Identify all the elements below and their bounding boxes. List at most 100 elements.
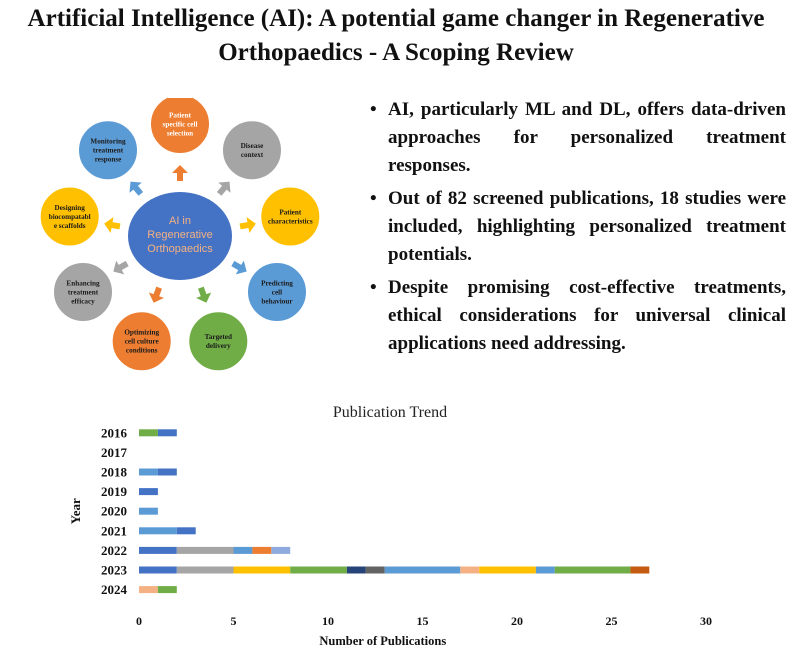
bar-segment <box>139 566 177 574</box>
title-line-1: Artificial Intelligence (AI): A potentia… <box>27 5 765 32</box>
bullet-item: • Out of 82 screened publications, 18 stu… <box>368 185 786 269</box>
x-axis-label: Number of Publications <box>319 634 446 648</box>
y-tick-label: 2024 <box>101 582 128 597</box>
center-hub-label: AI in <box>169 215 191 227</box>
diagram-node-label: Patient <box>279 209 302 217</box>
diagram-node-label: efficacy <box>71 298 95 306</box>
diagram-node <box>187 310 250 373</box>
bar-segment <box>176 527 196 535</box>
y-axis-label: Year <box>68 498 83 524</box>
page-title: Artificial Intelligence (AI): A potentia… <box>0 2 792 70</box>
bar-segment <box>365 566 385 574</box>
bar-segment <box>157 468 177 476</box>
bar-segment <box>535 566 555 574</box>
bullet-dot: • <box>370 188 377 209</box>
x-tick-label: 15 <box>417 614 429 628</box>
bullet-item: • Despite promising cost-effective treatm… <box>368 274 786 358</box>
arrow-icon <box>239 217 256 233</box>
bar-segment <box>630 566 650 574</box>
y-tick-label: 2023 <box>101 563 128 578</box>
bar-segment <box>479 566 536 574</box>
y-tick-label: 2017 <box>101 445 128 460</box>
bar-segment <box>139 586 158 594</box>
bar-segment <box>233 566 291 574</box>
arrow-icon <box>113 260 129 275</box>
x-tick-label: 20 <box>511 614 523 628</box>
diagram-node-label: Optimizing <box>124 329 159 337</box>
arrow-icon <box>148 286 164 303</box>
bullet-dot: • <box>370 99 377 120</box>
y-tick-label: 2020 <box>101 504 127 519</box>
bar-segment <box>139 507 158 515</box>
diagram-node-label: delivery <box>206 342 231 350</box>
bar-segment <box>139 429 158 437</box>
ai-concept-diagram: AI inRegenerativeOrthopaedicsPatientspec… <box>38 98 322 373</box>
diagram-node-label: behaviour <box>261 298 293 306</box>
bullet-dot: • <box>370 277 377 298</box>
bar-segment <box>290 566 347 574</box>
bar-segment <box>554 566 631 574</box>
diagram-node-label: Predicting <box>261 280 293 288</box>
center-hub-label: Regenerative <box>147 229 212 241</box>
bar-segment <box>157 586 177 594</box>
diagram-node-label: context <box>241 151 264 159</box>
diagram-node-label: cell culture <box>125 338 159 346</box>
diagram-node <box>245 261 308 323</box>
bar-segment <box>233 546 253 554</box>
diagram-node-label: Monitoring <box>90 138 126 146</box>
bullet-text: Despite promising cost-effective treatme… <box>388 277 786 354</box>
diagram-node-label: specific cell <box>163 121 198 129</box>
diagram-node-label: Targeted <box>205 333 232 341</box>
diagram-node-label: Disease <box>241 142 264 150</box>
chart-title: Publication Trend <box>333 404 447 421</box>
diagram-node-label: Designing <box>55 204 86 212</box>
bullet-text: Out of 82 screened publications, 18 stud… <box>388 188 786 265</box>
x-tick-label: 30 <box>700 614 712 628</box>
bar-segment <box>176 566 234 574</box>
diagram-node-label: e scaffolds <box>54 222 86 230</box>
bar-segment <box>176 546 234 554</box>
diagram-node-label: conditions <box>126 347 158 355</box>
diagram-node-label: selection <box>167 130 193 138</box>
bar-segment <box>384 566 461 574</box>
y-tick-label: 2022 <box>101 543 127 558</box>
diagram-node <box>77 119 140 182</box>
bar-segment <box>139 527 177 535</box>
diagram-node-label: biocompatabl <box>49 213 91 221</box>
bar-segment <box>139 546 177 554</box>
x-tick-label: 10 <box>322 614 334 628</box>
x-tick-label: 0 <box>136 614 142 628</box>
x-tick-label: 25 <box>606 614 618 628</box>
y-tick-label: 2019 <box>101 484 128 499</box>
bar-segment <box>139 468 158 476</box>
arrow-icon <box>196 286 212 303</box>
bar-segment <box>157 429 177 437</box>
diagram-node <box>259 185 322 248</box>
diagram-node <box>149 98 211 155</box>
bar-segment <box>252 546 272 554</box>
bar-segment <box>460 566 480 574</box>
bar-segment <box>346 566 366 574</box>
diagram-node <box>52 261 115 323</box>
arrow-icon <box>172 165 188 181</box>
arrow-icon <box>231 260 247 275</box>
diagram-node-label: characteristics <box>268 218 313 226</box>
y-tick-label: 2018 <box>101 465 128 480</box>
y-tick-label: 2016 <box>101 425 128 440</box>
diagram-node-label: cell <box>272 289 282 297</box>
x-tick-label: 5 <box>231 614 237 628</box>
title-line-2: Orthopaedics - A Scoping Review <box>218 39 574 66</box>
diagram-node-label: treatment <box>68 289 99 297</box>
diagram-node <box>38 185 101 248</box>
diagram-node-label: Patient <box>169 112 192 120</box>
arrow-icon <box>104 217 121 233</box>
diagram-node-label: treatment <box>93 147 124 155</box>
bar-segment <box>139 488 158 496</box>
y-tick-label: 2021 <box>101 523 127 538</box>
bullet-text: AI, particularly ML and DL, offers data-… <box>388 99 786 176</box>
bullet-item: • AI, particularly ML and DL, offers data… <box>368 96 786 180</box>
key-findings-list: • AI, particularly ML and DL, offers data… <box>368 96 786 363</box>
diagram-node-label: response <box>95 156 122 164</box>
diagram-node <box>220 119 283 182</box>
arrow-icon <box>216 181 231 196</box>
